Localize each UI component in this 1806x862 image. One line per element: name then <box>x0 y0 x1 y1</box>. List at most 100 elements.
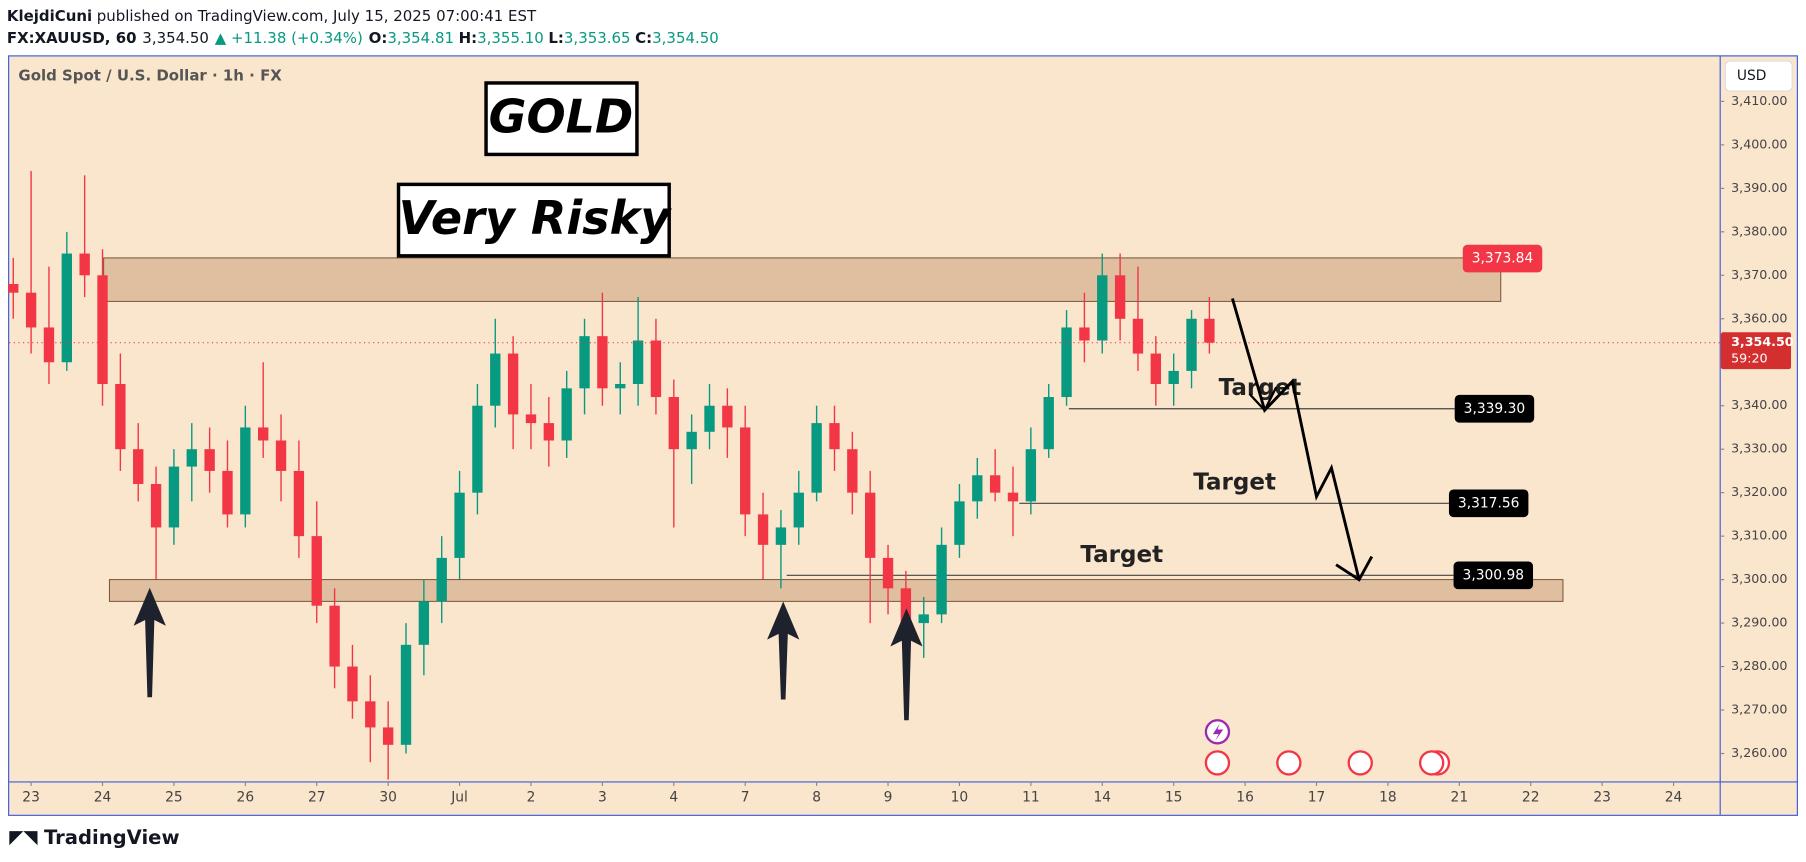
candle-body <box>543 423 555 441</box>
candle-body <box>882 557 894 589</box>
ohlc-key: C: <box>635 29 652 47</box>
candle-body <box>1114 275 1126 319</box>
arrow-head <box>1248 386 1278 413</box>
last-price-box <box>1720 332 1792 370</box>
event-flag[interactable] <box>1347 750 1373 776</box>
y-tick-label: 3,400.00 <box>1731 136 1787 151</box>
candle-body <box>204 449 215 471</box>
candle-body <box>900 588 912 624</box>
ohlc-key: O: <box>369 29 388 47</box>
candle-body <box>382 727 394 745</box>
chart-title: Gold Spot / U.S. Dollar · 1h · FX <box>18 67 282 85</box>
ohlc-key: H: <box>459 29 478 47</box>
candle-body <box>490 353 501 406</box>
brand-logo: ◤◥ <box>9 827 44 848</box>
candle-body <box>704 405 715 432</box>
candle-body <box>472 405 483 493</box>
warning: Very Risky <box>399 191 673 245</box>
event-icon <box>1212 723 1224 741</box>
ohlc-key: L: <box>548 29 564 47</box>
candle-body <box>579 336 590 389</box>
candle-body <box>133 449 144 484</box>
candle-body <box>168 466 180 528</box>
candle-body <box>240 427 251 515</box>
candle-body <box>329 605 340 667</box>
candle-body <box>615 383 626 389</box>
brand-name: TradingView <box>44 825 180 848</box>
x-tick-label: 25 <box>165 789 183 805</box>
ohlc-value: 3,353.65 <box>564 29 631 47</box>
arrow-head <box>1335 555 1374 582</box>
x-tick-label: 2 <box>527 789 536 805</box>
candle-body <box>740 427 751 515</box>
last-price-label: 3,354.50 <box>1731 334 1794 349</box>
candle-body <box>597 336 608 389</box>
event-flags <box>1204 750 1451 776</box>
candle-body <box>275 440 287 471</box>
countdown: 59:20 <box>1731 350 1767 365</box>
ohlc-value: 3,354.81 <box>387 29 454 47</box>
candle-body <box>972 475 983 502</box>
target-label: Target <box>1080 542 1163 568</box>
candle-body <box>775 527 787 545</box>
candle-body <box>43 327 55 363</box>
x-tick-label: 26 <box>237 789 255 805</box>
x-tick-label: 10 <box>951 789 969 805</box>
candle-body <box>668 397 679 450</box>
up-arrow <box>890 608 923 721</box>
zone <box>108 579 1564 602</box>
y-tick-label: 3,390.00 <box>1731 180 1787 195</box>
y-tick-label: 3,280.00 <box>1731 658 1787 673</box>
candle-body <box>847 449 858 493</box>
symbol-line: FX:XAUUSD, 60 3,354.50 ▲ +11.38 (+0.34%) O:… <box>7 29 719 47</box>
event-flag[interactable] <box>1418 750 1445 776</box>
candle-body <box>258 427 269 441</box>
candle-body <box>1061 327 1072 398</box>
projection-arrow <box>1231 298 1361 581</box>
candle-body <box>365 701 376 728</box>
candle-body <box>61 253 72 363</box>
level-label-box <box>1453 561 1534 590</box>
candle-body <box>311 536 322 606</box>
x-tick-label: 9 <box>884 789 893 805</box>
x-tick-label: 14 <box>1093 789 1111 805</box>
plot: 3,260.00 3,270.00 3,280.00 3,290.00 3,300.00… <box>8 93 1794 805</box>
y-tick-label: 3,260.00 <box>1731 745 1787 760</box>
candle-body <box>989 475 1001 493</box>
x-tick-label: 18 <box>1379 789 1397 805</box>
candle-body <box>793 492 804 528</box>
candle-body <box>561 388 572 441</box>
target-label: Target <box>1193 469 1276 495</box>
candle-body <box>1097 275 1108 341</box>
event-flag[interactable] <box>1204 750 1231 776</box>
candle-body <box>400 644 412 745</box>
level-label: 3,317.56 <box>1458 495 1519 511</box>
currency-box <box>1724 60 1793 92</box>
x-tick-label: 7 <box>741 789 750 805</box>
candle-body <box>1150 353 1162 384</box>
event-flag[interactable] <box>1276 750 1302 776</box>
currency: USD <box>1737 68 1767 84</box>
candle-body <box>1186 318 1197 371</box>
change: ▲ +11.38 (+0.34%) <box>215 29 363 47</box>
candle-body <box>1025 449 1037 502</box>
x-tick-label: 11 <box>1022 789 1040 805</box>
candle-body <box>1168 370 1179 384</box>
x-tick-label: 16 <box>1236 789 1254 805</box>
candle-body <box>150 483 162 528</box>
headline: GOLD <box>489 89 634 143</box>
candle-body <box>757 514 769 545</box>
level-label-box <box>1462 244 1543 273</box>
candle-body <box>507 353 519 415</box>
level-label-box <box>1454 394 1535 423</box>
x-tick-label: 24 <box>94 789 112 805</box>
x-tick-label: 22 <box>1522 789 1540 805</box>
y-tick-label: 3,270.00 <box>1731 702 1787 717</box>
warning-box <box>396 182 671 258</box>
candle-body <box>79 253 90 276</box>
candle-body <box>1132 318 1144 354</box>
x-tick-label: 24 <box>1665 789 1683 805</box>
up-arrow <box>767 601 800 700</box>
candle-body <box>115 383 126 450</box>
candle-body <box>186 449 197 467</box>
